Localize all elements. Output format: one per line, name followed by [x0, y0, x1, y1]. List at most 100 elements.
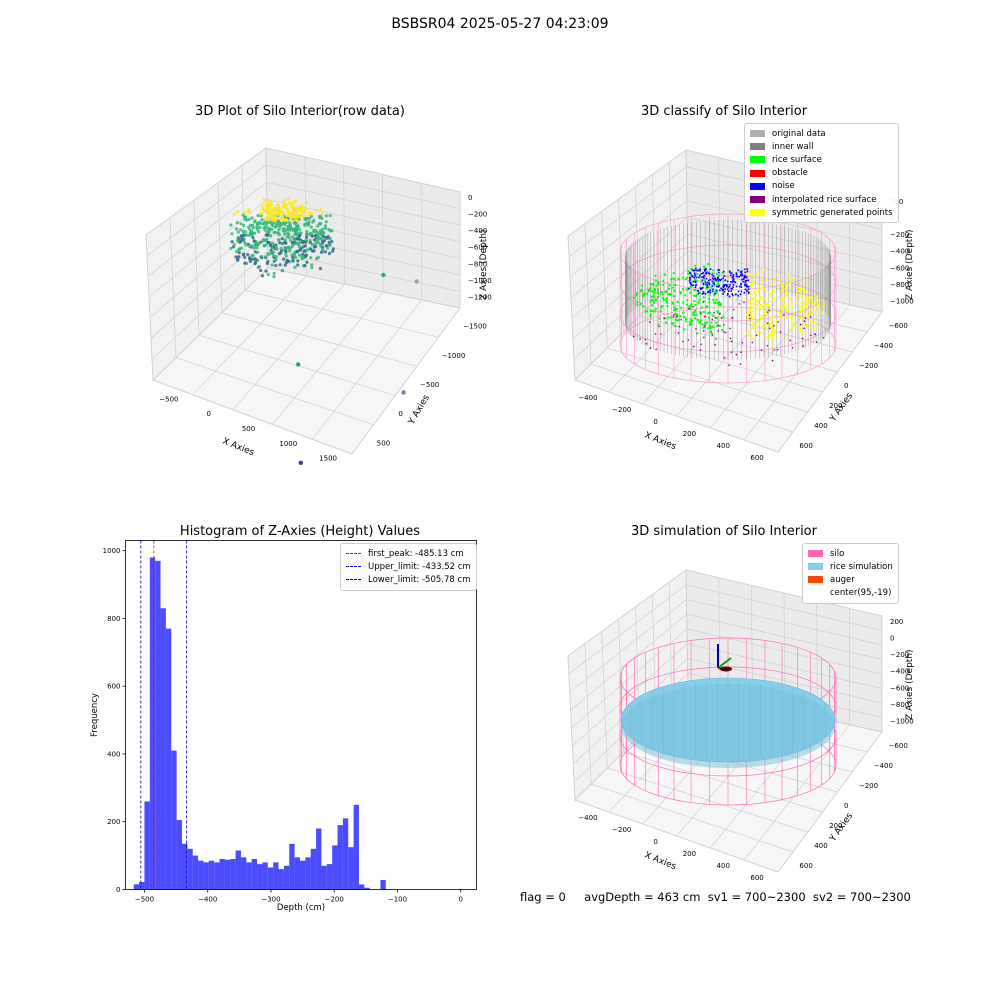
histogram-bar: [203, 862, 209, 890]
noise-point: [719, 279, 722, 282]
noise-point: [731, 281, 734, 283]
noise-point: [717, 269, 719, 271]
rice-surface-point: [715, 292, 718, 294]
x-tick-label: −500: [135, 896, 154, 904]
generated-point: [788, 297, 791, 300]
interpolated-point: [731, 316, 734, 319]
data-point: [303, 244, 307, 248]
noise-point: [697, 292, 700, 295]
interpolated-point: [711, 318, 714, 321]
generated-point: [813, 303, 816, 306]
data-point: [248, 256, 252, 260]
generated-point: [805, 295, 807, 298]
rice-surface-point: [673, 278, 676, 281]
rice-surface-point: [715, 288, 718, 291]
panel2-points: [619, 213, 837, 384]
data-point: [321, 227, 325, 231]
rice-surface-point: [683, 316, 686, 318]
generated-point: [802, 278, 805, 280]
x-tick-label: 200: [683, 430, 696, 438]
data-point: [324, 220, 328, 224]
data-point: [277, 209, 281, 213]
generated-point: [812, 322, 815, 325]
data-point: [293, 265, 297, 269]
generated-point: [767, 332, 770, 335]
data-point: [256, 214, 260, 218]
data-point: [262, 226, 266, 230]
histogram-bar: [262, 862, 268, 890]
data-point: [310, 263, 314, 267]
data-point: [301, 214, 305, 218]
interpolated-point: [700, 312, 702, 315]
generated-point: [761, 285, 764, 288]
rice-surface-point: [713, 294, 716, 297]
generated-point: [781, 297, 784, 300]
noise-point: [724, 288, 726, 290]
rice-surface-point: [718, 275, 721, 278]
rice-surface-point: [668, 284, 671, 287]
rice-surface-point: [689, 322, 692, 325]
data-point: [316, 224, 320, 228]
noise-point: [707, 279, 710, 282]
noise-point: [741, 273, 743, 276]
rice-surface-point: [680, 307, 683, 310]
data-point: [264, 233, 268, 237]
generated-point: [746, 332, 749, 335]
noise-point: [724, 279, 727, 281]
data-point: [312, 218, 316, 223]
histogram-frame: [125, 540, 477, 890]
y-tick-label: −400: [874, 342, 893, 350]
data-point: [327, 240, 331, 244]
data-point: [327, 228, 331, 232]
rice-surface-point: [678, 318, 680, 321]
panel1-zlabel: Z Axies (Depth): [479, 229, 489, 300]
interpolated-point: [789, 339, 792, 342]
interpolated-point: [730, 351, 733, 353]
generated-point: [766, 303, 769, 306]
noise-point: [723, 290, 726, 293]
noise-point: [743, 278, 745, 280]
noise-point: [702, 272, 704, 275]
noise-point: [718, 284, 721, 287]
generated-point: [754, 299, 757, 302]
data-point: [241, 213, 245, 217]
noise-point: [703, 268, 706, 271]
data-point: [281, 218, 285, 222]
noise-point: [700, 288, 702, 290]
data-point: [309, 212, 313, 216]
data-point: [274, 264, 278, 268]
noise-point: [747, 279, 749, 281]
generated-point: [757, 283, 759, 285]
z-tick-label: 0: [468, 194, 472, 202]
generated-point: [770, 316, 773, 319]
generated-point: [793, 311, 796, 314]
rice-surface-point: [659, 310, 662, 313]
generated-point: [749, 329, 752, 332]
interpolated-point: [804, 317, 807, 319]
outlier-point: [401, 390, 406, 395]
noise-point: [730, 281, 732, 283]
histogram-legend: first_peak: -485.13 cm Upper_limit: -433.…: [340, 543, 477, 591]
noise-point: [702, 282, 705, 285]
noise-point: [694, 281, 697, 283]
data-point: [246, 209, 250, 213]
interpolated-point: [822, 337, 825, 339]
rice-surface-point: [710, 286, 713, 289]
rice-surface-point: [682, 288, 685, 291]
noise-point: [699, 268, 701, 270]
generated-point: [765, 302, 768, 305]
data-point: [274, 217, 278, 221]
data-point: [250, 216, 254, 220]
interpolated-point: [663, 317, 665, 320]
rice-surface-point: [654, 274, 657, 277]
noise-point: [706, 281, 709, 284]
generated-point: [794, 301, 796, 303]
noise-point: [722, 288, 724, 291]
rice-surface-point: [713, 281, 716, 284]
noise-point: [695, 284, 697, 287]
rice-surface-point: [702, 296, 705, 299]
data-point: [269, 234, 273, 238]
interpolated-point: [714, 316, 717, 319]
noise-point: [720, 278, 723, 281]
interpolated-point: [809, 316, 812, 318]
